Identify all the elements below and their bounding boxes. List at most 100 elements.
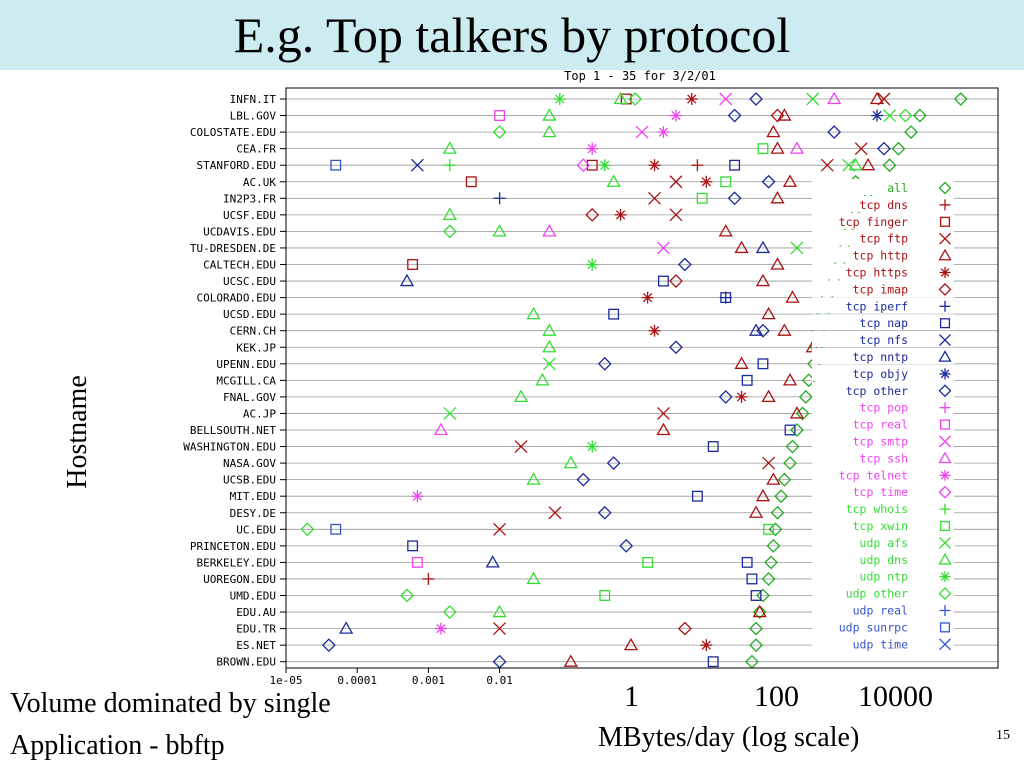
point-tcp-other bbox=[727, 108, 742, 123]
legend-marker-udp-real bbox=[939, 605, 951, 616]
point-udp-other bbox=[400, 588, 414, 603]
legend-bg bbox=[812, 314, 954, 331]
legend-label: udp afs bbox=[860, 536, 908, 550]
point-tcp-nap bbox=[707, 656, 719, 668]
point-udp-sunrpc bbox=[330, 159, 342, 171]
point-tcp-http bbox=[752, 604, 767, 618]
x-axis-ticks: 1e-05 0.0001 0.001 0.01 bbox=[269, 668, 513, 687]
point-tcp-nntp bbox=[339, 621, 354, 634]
host-label: KEK.JP bbox=[236, 341, 276, 354]
legend-label: tcp time bbox=[853, 485, 908, 499]
point-tcp-http bbox=[734, 356, 749, 369]
point-udp-dns bbox=[563, 455, 578, 469]
point-tcp-nap bbox=[720, 292, 732, 304]
point-all bbox=[785, 439, 800, 454]
legend-bg bbox=[812, 415, 954, 432]
point-tcp-xwin bbox=[763, 523, 775, 535]
legend-label: tcp finger bbox=[839, 215, 908, 229]
point-udp-afs bbox=[790, 241, 804, 255]
point-tcp-http bbox=[770, 190, 785, 204]
legend-marker-udp-time bbox=[939, 638, 951, 651]
point-tcp-dns bbox=[422, 572, 435, 585]
point-all bbox=[768, 522, 783, 537]
legend-label: tcp http bbox=[853, 249, 908, 263]
x-big-tick-10000: 10000 bbox=[858, 680, 933, 713]
legend-label: tcp smtp bbox=[853, 435, 908, 449]
legend-marker-tcp-dns bbox=[939, 199, 951, 211]
point-tcp-https bbox=[735, 390, 748, 403]
host-label: UCSB.EDU bbox=[223, 474, 276, 487]
point-udp-dns bbox=[442, 141, 457, 154]
point-udp-dns bbox=[492, 604, 507, 618]
point-tcp-imap bbox=[669, 274, 683, 288]
legend-marker-tcp-nap bbox=[939, 318, 951, 329]
host-label: BROWN.EDU bbox=[216, 656, 276, 669]
point-tcp-nap bbox=[407, 540, 419, 552]
point-udp-dns bbox=[513, 389, 529, 403]
host-label: UC.EDU bbox=[236, 523, 276, 536]
legend-bg bbox=[812, 297, 954, 314]
legend-bg bbox=[812, 179, 954, 195]
point-udp-other bbox=[442, 224, 457, 239]
host-label: UPENN.EDU bbox=[216, 358, 276, 371]
legend-marker-udp-sunrpc bbox=[939, 622, 951, 633]
legend-bg bbox=[812, 601, 954, 618]
point-tcp-http bbox=[789, 406, 805, 419]
point-tcp-ftp bbox=[820, 158, 834, 172]
point-tcp-objy bbox=[871, 109, 884, 122]
legend-marker-tcp-real bbox=[939, 419, 951, 430]
legend-marker-tcp-imap bbox=[938, 282, 952, 296]
point-tcp-ftp bbox=[656, 406, 670, 420]
point-tcp-real bbox=[494, 110, 506, 122]
point-tcp-https bbox=[648, 159, 661, 172]
point-tcp-https bbox=[700, 639, 713, 652]
legend-bg bbox=[812, 263, 954, 280]
point-tcp-other bbox=[677, 257, 692, 272]
point-tcp-other bbox=[597, 505, 612, 520]
point-tcp-http bbox=[755, 488, 771, 502]
host-label: COLORADO.EDU bbox=[197, 292, 276, 305]
point-tcp-other bbox=[877, 141, 891, 156]
host-label: CEA.FR bbox=[236, 143, 276, 156]
point-all bbox=[882, 158, 897, 173]
host-label: COLOSTATE.EDU bbox=[190, 126, 276, 139]
host-label: EDU.TR bbox=[236, 623, 276, 636]
host-label: EDU.AU bbox=[236, 606, 276, 619]
point-tcp-telnet bbox=[411, 490, 424, 503]
legend-marker-tcp-nntp bbox=[938, 350, 952, 362]
point-tcp-other bbox=[718, 389, 733, 404]
legend-marker-tcp-objy bbox=[939, 368, 951, 380]
legend: all tcp dns tcp finger tcp ftp tcp http tcp h… bbox=[812, 179, 954, 652]
legend-bg bbox=[812, 364, 954, 381]
point-udp-dns bbox=[542, 323, 557, 336]
point-tcp-other bbox=[756, 323, 770, 338]
point-tcp-nap bbox=[729, 159, 741, 171]
x-tick-label: 0.001 bbox=[412, 674, 445, 687]
point-tcp-ftp bbox=[669, 175, 683, 189]
legend-label: all bbox=[887, 181, 908, 195]
host-label: UCSF.EDU bbox=[223, 209, 276, 222]
point-tcp-nfs bbox=[410, 158, 424, 172]
point-tcp-other bbox=[619, 538, 634, 553]
legend-bg bbox=[812, 212, 954, 229]
host-labels: INFN.IT LBL.GOV COLOSTATE.EDU CEA.FR STANFOR… bbox=[183, 93, 276, 669]
legend-bg bbox=[812, 398, 954, 415]
point-udp-dns bbox=[542, 339, 557, 353]
legend-label: tcp ftp bbox=[860, 232, 909, 246]
point-tcp-nntp bbox=[485, 555, 500, 568]
x-axis-label: MBytes/day (log scale) bbox=[598, 722, 860, 753]
point-tcp-iperf bbox=[493, 192, 506, 205]
point-udp-dns bbox=[542, 124, 557, 138]
legend-marker-tcp-nfs bbox=[939, 334, 951, 347]
point-tcp-http bbox=[656, 422, 671, 436]
legend-marker-udp-other bbox=[938, 587, 952, 601]
point-tcp-ssh bbox=[789, 141, 805, 154]
point-tcp-http bbox=[563, 654, 578, 667]
point-udp-other bbox=[628, 92, 643, 106]
legend-marker-udp-dns bbox=[938, 552, 952, 565]
point-udp-ntp bbox=[598, 159, 611, 172]
point-tcp-smtp bbox=[635, 125, 649, 139]
legend-bg bbox=[812, 500, 954, 517]
legend-label: tcp pop bbox=[860, 401, 909, 415]
point-tcp-xwin bbox=[599, 590, 611, 601]
